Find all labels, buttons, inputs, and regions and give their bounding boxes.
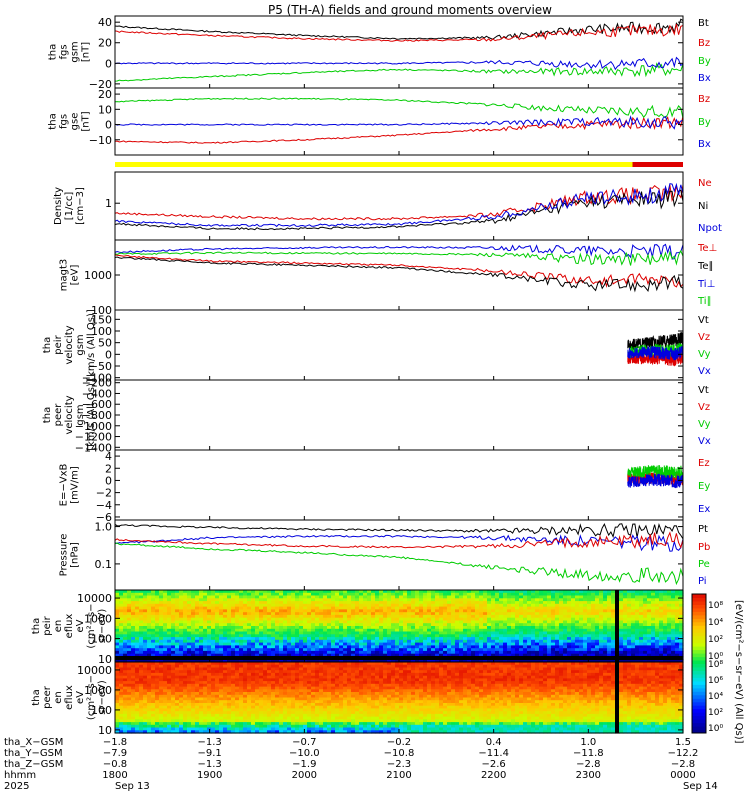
legend-entry: Npot [698, 223, 722, 234]
panel-peir_spectrogram: thapeirenefluxeV(cm²−s−sr−eV)10000100010… [31, 590, 684, 666]
ytick-label: 1.0 [95, 521, 113, 534]
ytick-label: 0 [105, 57, 112, 70]
ytick-label: 40 [98, 16, 112, 29]
ytick-label: 2 [105, 462, 112, 475]
panel-frame [115, 172, 683, 240]
panel-frame [115, 450, 683, 520]
legend-entry: Ex [698, 504, 710, 515]
ytick-label: −10 [89, 134, 112, 147]
series-line-Pt [115, 524, 683, 539]
legend-entry: Vt [698, 315, 709, 326]
legend-entry: Vy [698, 349, 711, 360]
legend-entry: Ey [698, 481, 710, 492]
legend-entry: Ni [698, 201, 708, 212]
panel-fgs_gse: thafgsgse[nT] 20 10 0 −10 Bz By Bx [48, 88, 711, 155]
plot-title: P5 (TH-A) fields and ground moments over… [268, 3, 552, 17]
ytick-label: 20 [98, 37, 112, 50]
series-line-Ne [115, 185, 683, 220]
ytick-label: 1000 [84, 612, 112, 625]
series-line-Ti∥ [115, 251, 683, 266]
panel-frame [115, 310, 683, 380]
legend-entry: Ne [698, 178, 712, 189]
legend-entry: Pe [698, 559, 710, 570]
ytick-label: 0 [105, 119, 112, 132]
legend-entry: Ez [698, 458, 710, 469]
legend-entry: Vx [698, 436, 711, 447]
legend-entry: Te∥ [697, 261, 714, 272]
legend-entry: By [698, 117, 711, 128]
ytick-label: 4 [105, 450, 112, 463]
panel-ylabel: thafgsgse[nT] [48, 111, 92, 131]
ytick-label: 0 [105, 474, 112, 487]
series-line-Bt [115, 19, 683, 39]
legend-entry: Vz [698, 332, 710, 343]
ytick-label: 1 [105, 197, 112, 210]
legend-entry: Te⊥ [697, 243, 717, 254]
legend-entry: Bx [698, 139, 711, 150]
legend-entry: Vx [698, 366, 711, 377]
series-line-Pe [115, 543, 683, 584]
series-line-Te∥ [115, 257, 683, 291]
panel-ylabel: magt3[eV] [59, 259, 81, 292]
legend-entry: Ti∥ [697, 296, 712, 307]
panel-frame [115, 88, 683, 155]
ytick-label: 10000 [77, 592, 112, 605]
ytick-label: 10 [98, 103, 112, 116]
legend-entry: Vy [698, 419, 711, 430]
legend-entry: Pt [698, 524, 708, 535]
legend-entry: Pi [698, 576, 707, 587]
legend-entry: Vt [698, 385, 709, 396]
ytick-label: 0.1 [95, 558, 113, 571]
panel-ylabel: Density[1/cc][cm−3] [53, 187, 86, 225]
series-line-Bx [115, 58, 683, 70]
panel-frame [115, 240, 683, 310]
ytick-label: −2 [96, 487, 112, 500]
panel-peer_velocity: thapeervelocitygsm[km/s (All Qs)]−200−40… [42, 377, 711, 455]
legend-entry: Bt [698, 18, 709, 29]
panel-peir_velocity: thapeirvelocitygsm[km/s (All Qs)]1501005… [42, 309, 711, 385]
panel-ylabel: Pressure[nPa] [59, 534, 81, 577]
legend-entry: Bz [698, 94, 710, 105]
ytick-label: −4 [96, 499, 112, 512]
panel-ylabel: E=−VxB[mV/m] [59, 464, 81, 507]
panel-frame [115, 380, 683, 450]
panel-density: Density[1/cc][cm−3] 1 Ne Ni Npot [53, 172, 722, 240]
series-line-By [115, 98, 683, 118]
series-line-By [115, 64, 683, 82]
panel-ylabel: thafgsgsm[nT] [48, 41, 92, 62]
panels-layer: thafgsgsm[nT]40200−20BtBzByBxthafgsgse[n… [31, 16, 744, 744]
legend-entry: Bz [698, 38, 710, 49]
legend-entry: Pb [698, 542, 710, 553]
series-line-Bz [115, 116, 683, 143]
legend-entry: Bx [698, 73, 711, 84]
ytick-label: 20 [98, 88, 112, 101]
panel-peer_spectrogram: thapeerenefluxeV(cm²−s−sr−eV)10000100010… [31, 662, 684, 737]
legend-entry: By [698, 56, 711, 67]
series-line-Pb [115, 533, 683, 548]
ytick-label: 1000 [84, 269, 112, 282]
panel-pressure: Pressure[nPa] 1.0 0.1 Pt Pb Pe Pi [59, 520, 711, 590]
legend-entry: Ti⊥ [697, 279, 715, 290]
ytick-label: 100 [91, 633, 112, 646]
series-line-Ti⊥ [115, 244, 683, 259]
legend-entry: Vz [698, 402, 710, 413]
